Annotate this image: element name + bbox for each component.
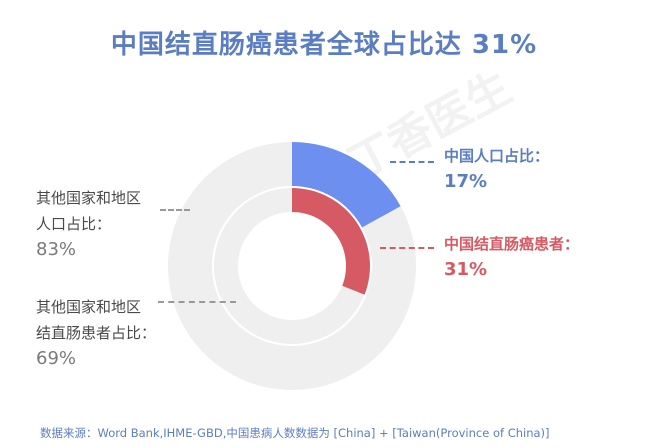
china-pop-leader-line bbox=[390, 161, 434, 163]
other-crc-line2: 结直肠患者占比： bbox=[36, 324, 157, 342]
china-crc-name: 中国结直肠癌患者： bbox=[444, 235, 580, 253]
other-crc-pct: 69% bbox=[36, 348, 77, 369]
outer-ring-slice-1 bbox=[167, 142, 416, 390]
china-crc-pct: 31% bbox=[444, 259, 488, 280]
other-pop-leader-line bbox=[160, 209, 190, 211]
china-crc-leader-line bbox=[380, 247, 434, 249]
china-pop-label: 中国人口占比： 17% bbox=[444, 143, 549, 195]
data-source: 数据来源：Word Bank,IHME-GBD,中国患病人数数据为 [China… bbox=[40, 426, 550, 440]
other-pop-label: 其他国家和地区 人口占比： 83% bbox=[36, 185, 141, 263]
inner-ring-slice-0 bbox=[292, 188, 370, 295]
china-pop-pct: 17% bbox=[444, 171, 488, 192]
china-crc-label: 中国结直肠癌患者： 31% bbox=[444, 231, 579, 283]
other-crc-label: 其他国家和地区 结直肠患者占比： 69% bbox=[36, 294, 156, 372]
chart-title: 中国结直肠癌患者全球占比达 31% bbox=[110, 30, 538, 60]
inner-ring-slice-1 bbox=[213, 188, 365, 344]
outer-ring-slice-0 bbox=[292, 142, 401, 228]
other-pop-line1: 其他国家和地区 bbox=[36, 189, 142, 207]
other-crc-leader-line bbox=[158, 301, 236, 303]
china-pop-name: 中国人口占比： bbox=[444, 147, 550, 165]
other-pop-line2: 人口占比： bbox=[36, 215, 112, 233]
other-pop-pct: 83% bbox=[36, 239, 77, 260]
other-crc-line1: 其他国家和地区 bbox=[36, 298, 142, 316]
